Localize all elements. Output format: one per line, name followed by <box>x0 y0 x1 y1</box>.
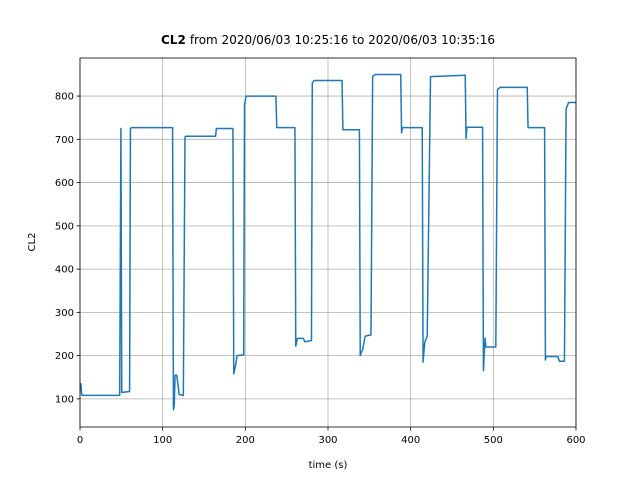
x-tick-label: 100 <box>153 435 172 446</box>
y-tick-label: 700 <box>55 135 74 146</box>
title-rest: from 2020/06/03 10:25:16 to 2020/06/03 1… <box>190 33 495 47</box>
y-tick-label: 800 <box>55 92 74 103</box>
x-tick-label: 600 <box>566 435 585 446</box>
axes-frame <box>79 57 577 428</box>
y-tick-label: 300 <box>55 308 74 319</box>
x-tick-label: 200 <box>236 435 255 446</box>
x-tick-label: 500 <box>484 435 503 446</box>
data-line <box>79 73 576 411</box>
y-tick-label: 100 <box>55 394 74 405</box>
x-tick-label: 0 <box>77 435 83 446</box>
y-tick-label: 500 <box>55 221 74 232</box>
y-tick-label: 600 <box>55 178 74 189</box>
y-tick-label: 200 <box>55 351 74 362</box>
y-axis-label: CL2 <box>27 233 38 252</box>
x-tick-label: 300 <box>318 435 337 446</box>
title-bold: CL2 <box>161 33 186 47</box>
chart-title: CL2 from 2020/06/03 10:25:16 to 2020/06/0… <box>161 33 495 47</box>
x-axis-label: time (s) <box>309 460 348 471</box>
x-tick-label: 400 <box>401 435 420 446</box>
y-tick-label: 400 <box>55 265 74 276</box>
